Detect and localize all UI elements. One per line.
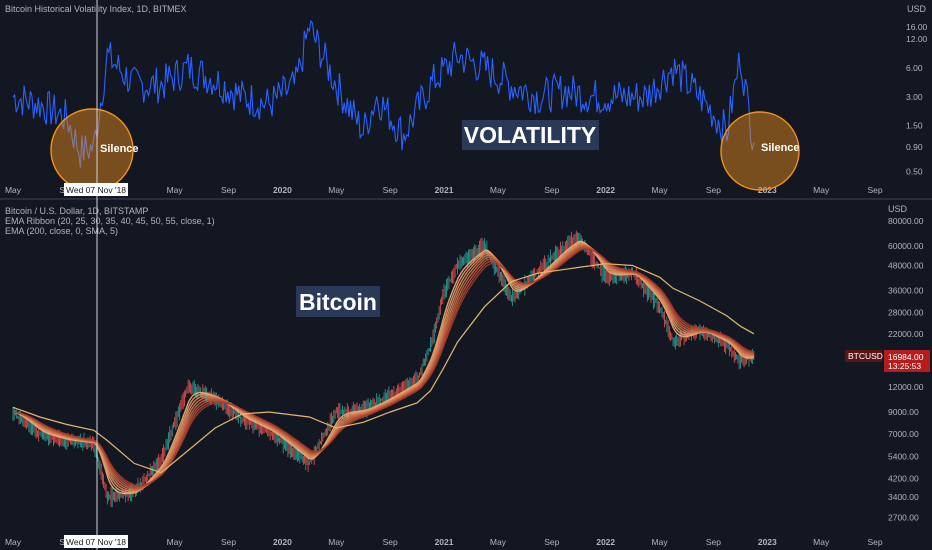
y-tick-label: 48000.00	[888, 261, 924, 271]
x-tick-label: 2022	[596, 185, 615, 195]
volatility-series-line	[12, 19, 755, 168]
y-tick-label: 16.00	[906, 22, 928, 32]
y-tick-label: 12000.00	[888, 382, 924, 392]
x-tick-label: May	[328, 537, 345, 547]
bottom-panel: 80000.00 60000.00 48000.00 36000.00 28000.00…	[5, 204, 930, 547]
silence-highlight-right	[720, 111, 800, 191]
silence-label-right: Silence	[761, 142, 800, 154]
bottom-panel-title: Bitcoin / U.S. Dollar, 1D, BITSTAMP	[5, 206, 148, 216]
bottom-x-axis: MaySepJanMaySep2020MaySep2021MaySep2022M…	[5, 537, 883, 547]
bar-countdown: 13:25:53	[888, 361, 921, 371]
ema-200-line	[12, 263, 755, 474]
y-tick-label: 28000.00	[888, 308, 924, 318]
bitcoin-annotation-box	[296, 286, 380, 317]
y-tick-label: 3400.00	[888, 492, 919, 502]
x-tick-label: Sep	[706, 537, 721, 547]
x-tick-label: Sep	[221, 185, 236, 195]
y-tick-label: 0.50	[906, 167, 923, 177]
x-tick-label: May	[167, 537, 184, 547]
x-tick-label: 2020	[273, 185, 292, 195]
x-tick-label: May	[490, 537, 507, 547]
x-tick-label: May	[5, 185, 22, 195]
y-tick-label: 60000.00	[888, 241, 924, 251]
x-tick-label: 2021	[435, 537, 454, 547]
crosshair-date-tag-top	[64, 183, 128, 196]
x-tick-label: May	[652, 537, 669, 547]
top-y-axis: 16.00 12.00 6.00 3.00 1.50 0.90 0.50	[906, 22, 928, 177]
last-price-tag	[884, 350, 930, 372]
x-tick-label: May	[652, 185, 669, 195]
silence-label-left: Silence	[100, 143, 139, 155]
bitcoin-annotation: Bitcoin	[299, 289, 377, 315]
x-tick-label: Sep	[544, 537, 559, 547]
ema-ribbon-line	[12, 248, 755, 487]
volatility-annotation-box	[462, 120, 599, 150]
x-tick-label: Sep	[383, 537, 398, 547]
x-tick-label: Sep	[383, 185, 398, 195]
y-tick-label: 9000.00	[888, 407, 919, 417]
ema-ribbon-legend: EMA Ribbon (20, 25, 30, 35, 40, 45, 50, …	[5, 216, 215, 226]
top-currency-label: USD	[907, 4, 927, 14]
bottom-y-axis: 80000.00 60000.00 48000.00 36000.00 28000.00…	[888, 216, 924, 523]
x-tick-label: 2023	[758, 185, 777, 195]
y-tick-label: 3.00	[906, 92, 923, 102]
x-tick-label: May	[5, 537, 22, 547]
ema-200-legend: EMA (200, close, 0, SMA, 5)	[5, 226, 118, 236]
x-tick-label: 2021	[435, 185, 454, 195]
y-tick-label: 6.00	[906, 63, 923, 73]
x-tick-label: 2023	[758, 537, 777, 547]
y-tick-label: 0.90	[906, 142, 923, 152]
crosshair-date-tag-bottom	[64, 535, 128, 548]
volatility-annotation: VOLATILITY	[464, 122, 596, 148]
x-tick-label: May	[490, 185, 507, 195]
y-tick-label: 22000.00	[888, 329, 924, 339]
crosshair-date-bottom: Wed 07 Nov '18	[66, 537, 126, 547]
y-tick-label: 36000.00	[888, 286, 924, 296]
x-tick-label: 2022	[596, 537, 615, 547]
y-tick-label: 80000.00	[888, 216, 924, 226]
symbol-tag	[845, 350, 882, 362]
x-tick-label: May	[328, 185, 345, 195]
symbol-tag-label: BTCUSD	[848, 351, 883, 361]
bottom-currency-label: USD	[888, 204, 908, 214]
top-panel-title: Bitcoin Historical Volatility Index, 1D,…	[5, 4, 187, 14]
x-tick-label: Sep	[544, 185, 559, 195]
y-tick-label: 7000.00	[888, 429, 919, 439]
y-tick-label: 4200.00	[888, 474, 919, 484]
x-tick-label: May	[813, 537, 830, 547]
ema-ribbon	[12, 240, 755, 495]
x-tick-label: 2020	[273, 537, 292, 547]
last-price-value: 16984.00	[888, 352, 924, 362]
y-tick-label: 1.50	[906, 121, 923, 131]
x-tick-label: Sep	[868, 537, 883, 547]
y-tick-label: 5400.00	[888, 452, 919, 462]
y-tick-label: 2700.00	[888, 512, 919, 522]
x-tick-label: May	[167, 185, 184, 195]
x-tick-label: Sep	[221, 537, 236, 547]
x-tick-label: Sep	[868, 185, 883, 195]
crosshair-date-top: Wed 07 Nov '18	[66, 185, 126, 195]
x-tick-label: May	[813, 185, 830, 195]
y-tick-label: 12.00	[906, 34, 928, 44]
x-tick-label: Sep	[706, 185, 721, 195]
